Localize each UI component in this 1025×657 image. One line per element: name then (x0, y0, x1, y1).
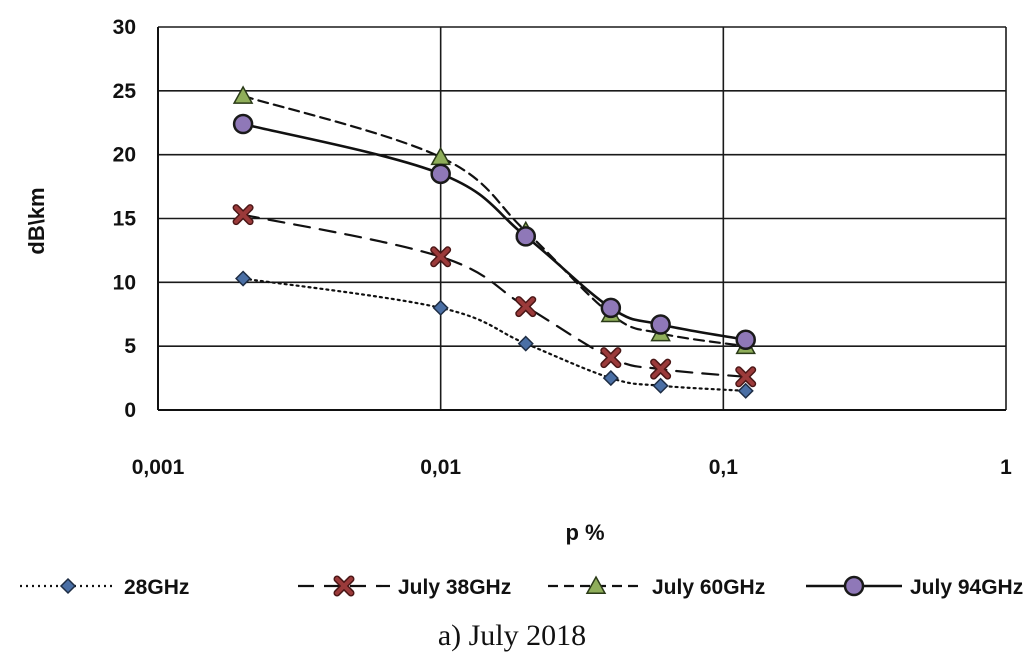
legend-item-28ghz: 28GHz (20, 576, 189, 599)
data-point-july-38ghz (600, 347, 622, 369)
series-line-july-38ghz (241, 213, 747, 378)
data-point-july-60ghz (232, 85, 254, 104)
axes (157, 27, 1006, 411)
y-tick-label: 20 (113, 144, 136, 167)
legend-swatch-marker (843, 575, 865, 597)
data-point-28ghz (517, 335, 534, 352)
data-point-july-38ghz-stroke-b (234, 205, 253, 224)
series-line-july-60ghz (241, 94, 747, 348)
legend: 28GHz July 38GHz July 60GHz July 94GHz (20, 575, 1023, 599)
y-tick-label: 15 (113, 208, 137, 231)
legend-swatch-marker (333, 575, 355, 597)
y-tick-label: 0 (124, 399, 136, 422)
x-tick-labels: 0,001 0,01 0,1 1 (132, 456, 1012, 479)
y-tick-label: 5 (124, 335, 136, 358)
data-point-july-38ghz-stroke-b (601, 348, 620, 367)
series-july-38ghz (232, 204, 757, 388)
legend-item-july-38ghz: July 38GHz (298, 575, 511, 599)
data-point-july-94ghz (430, 163, 451, 185)
x-tick-label: 0,01 (420, 456, 461, 479)
series-28ghz (235, 270, 754, 399)
data-point-july-94ghz (650, 314, 671, 335)
data-point-28ghz (652, 377, 669, 394)
data-point-july-38ghz (735, 366, 757, 388)
data-point-july-38ghz (430, 246, 452, 268)
y-tick-label: 10 (113, 271, 136, 294)
data-point-28ghz (602, 370, 619, 387)
data-point-july-94ghz (232, 113, 254, 135)
data-point-july-94ghz (600, 297, 622, 319)
data-point-july-94ghz (735, 329, 756, 351)
legend-swatch-marker (59, 577, 77, 595)
data-point-july-94ghz (515, 226, 537, 247)
x-axis-label: p % (565, 520, 604, 545)
data-point-28ghz (235, 270, 252, 287)
data-point-july-38ghz-stroke-b (516, 297, 535, 316)
legend-label: 28GHz (124, 576, 189, 599)
y-tick-label: 30 (113, 16, 136, 39)
data-point-july-38ghz (232, 204, 254, 226)
legend-label: July 94GHz (910, 576, 1023, 599)
data-point-july-38ghz (650, 358, 672, 380)
chart-caption: a) July 2018 (438, 619, 586, 652)
legend-label: July 60GHz (652, 576, 765, 599)
grid (158, 26, 1007, 410)
data-point-28ghz (737, 382, 754, 399)
legend-item-july-94ghz: July 94GHz (806, 575, 1023, 599)
series-july-60ghz (232, 85, 756, 355)
x-tick-label: 1 (1000, 456, 1012, 479)
series-line-july-94ghz (241, 122, 748, 342)
data-point-july-38ghz-stroke-b (651, 360, 670, 379)
legend-label: July 38GHz (398, 576, 511, 599)
y-tick-label: 25 (113, 80, 137, 103)
legend-item-july-60ghz: July 60GHz (548, 575, 765, 599)
x-tick-label: 0,001 (132, 456, 185, 479)
legend-swatch-marker (585, 575, 607, 594)
series-july-94ghz (232, 113, 756, 351)
y-tick-labels: 0 5 10 15 20 25 30 (113, 16, 137, 422)
data-point-july-38ghz-stroke-b (736, 367, 755, 386)
data-point-28ghz (432, 299, 449, 316)
series (232, 85, 757, 399)
data-point-july-38ghz-stroke-b (431, 247, 450, 266)
data-point-july-60ghz (430, 146, 451, 166)
legend-swatch-marker-stroke-b (335, 577, 353, 595)
data-point-july-38ghz (515, 296, 537, 318)
y-axis-label: dB\km (24, 187, 49, 254)
x-tick-label: 0,1 (709, 456, 739, 479)
